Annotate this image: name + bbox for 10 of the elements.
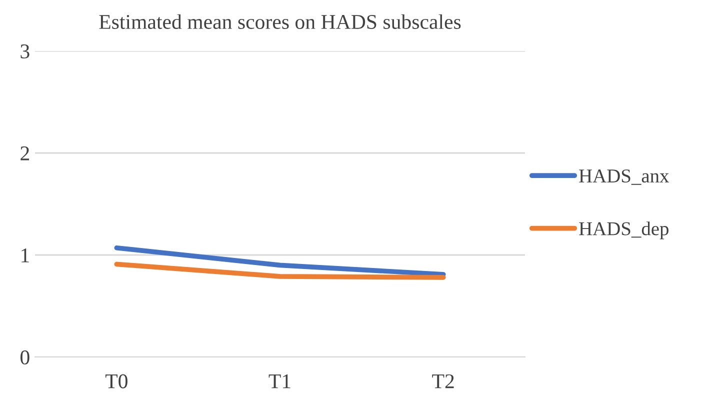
x-tick-label: T1 xyxy=(268,374,290,388)
legend-label: HADS_anx xyxy=(579,169,670,185)
y-tick-label: 3 xyxy=(20,44,30,58)
x-tick-label: T0 xyxy=(105,374,128,388)
y-tick-label: 0 xyxy=(20,350,30,364)
y-tick-label: 2 xyxy=(20,146,29,160)
x-tick-label: T2 xyxy=(432,374,454,388)
legend-label: HADS_dep xyxy=(579,222,668,240)
y-tick-label: 1 xyxy=(22,248,29,262)
chart-title: Estimated mean scores on HADS subscales xyxy=(99,14,461,29)
